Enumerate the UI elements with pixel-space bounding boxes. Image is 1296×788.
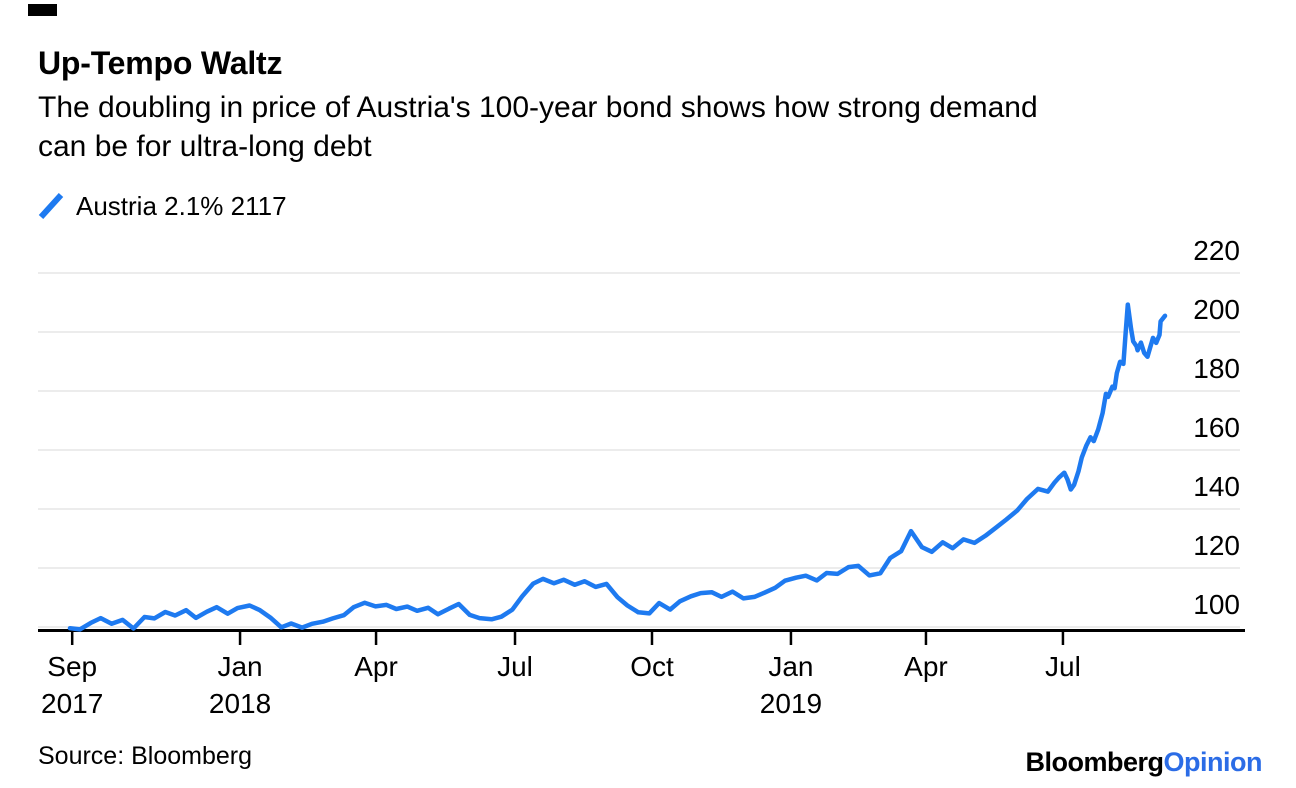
chart-title: Up-Tempo Waltz	[38, 45, 283, 81]
x-axis-tick-label: Jul	[1045, 651, 1081, 682]
x-axis-year-label: 2019	[760, 688, 822, 719]
logo-opinion-text: Opinion	[1163, 747, 1263, 777]
chart-subtitle: The doubling in price of Austria's 100-y…	[38, 88, 1268, 166]
y-axis-tick-label: 160	[1193, 412, 1240, 443]
bloomberg-opinion-logo: BloombergOpinion	[1026, 747, 1263, 778]
legend: Austria 2.1% 2117	[38, 192, 287, 220]
bloomberg-charticle-marker	[28, 4, 57, 16]
price-line-series	[67, 302, 1168, 632]
x-axis-tick-label: Jan	[768, 651, 813, 682]
x-axis-tick-label: Sep	[47, 651, 97, 682]
x-axis-tick-label: Jan	[217, 651, 262, 682]
x-axis-tick-label: Apr	[904, 651, 948, 682]
chart-subtitle-line1: The doubling in price of Austria's 100-y…	[38, 91, 1038, 124]
y-axis-tick-label: 200	[1193, 294, 1240, 325]
y-axis-tick-label: 120	[1193, 530, 1240, 561]
legend-line-swatch-icon	[38, 193, 64, 219]
y-axis-tick-label: 220	[1193, 235, 1240, 266]
x-axis-tick-label: Oct	[630, 651, 674, 682]
y-axis-tick-label: 140	[1193, 471, 1240, 502]
y-axis-tick-label: 180	[1193, 353, 1240, 384]
chart-subtitle-line2: can be for ultra-long debt	[38, 130, 372, 163]
x-axis-tick-label: Jul	[497, 651, 533, 682]
x-axis-year-label: 2018	[209, 688, 271, 719]
y-axis-tick-label: 100	[1193, 589, 1240, 620]
x-axis-tick-label: Apr	[354, 651, 398, 682]
source-note: Source: Bloomberg	[38, 742, 253, 770]
x-axis-year-label: 2017	[41, 688, 103, 719]
logo-bloomberg-text: Bloomberg	[1025, 747, 1165, 777]
legend-label: Austria 2.1% 2117	[76, 191, 287, 221]
